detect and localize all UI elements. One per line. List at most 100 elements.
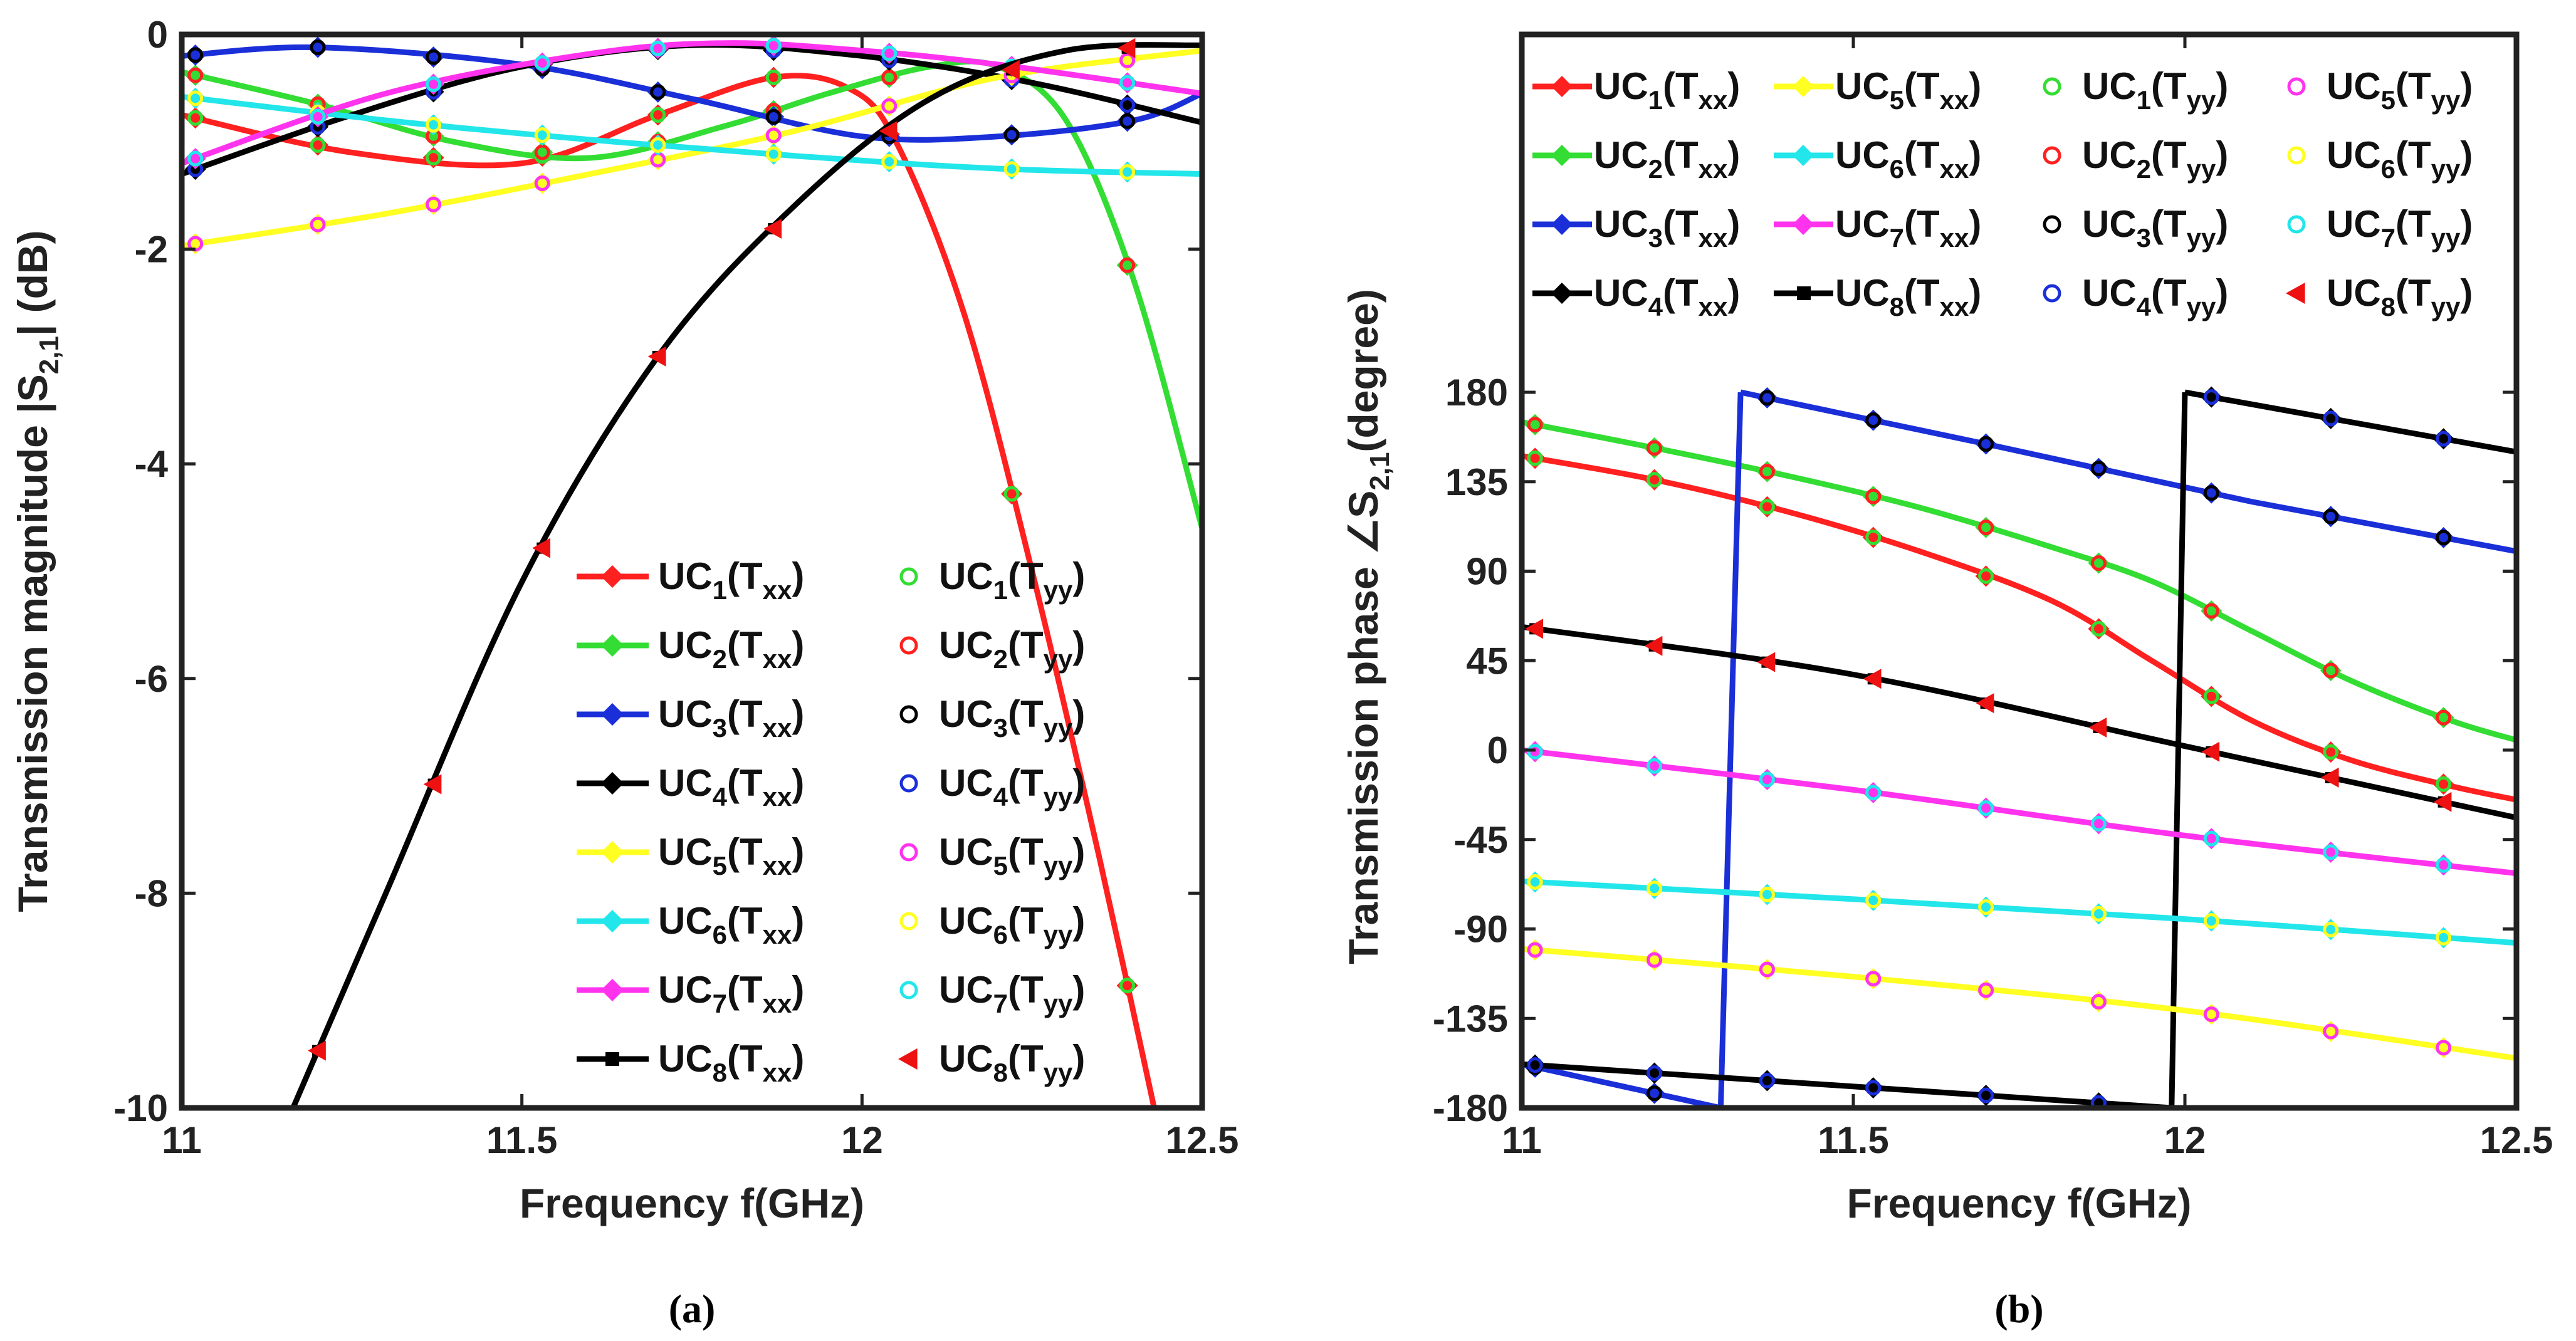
panel-b-caption: (b) [1994, 1286, 2043, 1331]
marker-uc4-tyy [1527, 1057, 1543, 1073]
marker-uc8-tyy [1976, 693, 1994, 714]
marker-uc4-tyy [1865, 1080, 1882, 1096]
panel-b-ylabel-sub: 2,1 [1364, 452, 1395, 491]
legend-label-uc2-txx: UC2(Txx) [658, 624, 804, 674]
marker-uc8-tyy [2088, 717, 2107, 738]
marker-uc6-tyy [187, 90, 204, 107]
marker-uc7-tyy [2436, 857, 2452, 873]
legend-label-uc8-txx: UC8(Txx) [658, 1038, 804, 1087]
marker-uc6-tyy [426, 117, 442, 133]
marker-uc4-tyy [1119, 97, 1136, 113]
legend-marker [2286, 283, 2305, 304]
series-uc3 [1522, 387, 2516, 1108]
series-uc4 [1522, 386, 2516, 1108]
marker-uc6-tyy [1978, 899, 1994, 916]
legend-label-uc4-txx: UC4(Txx) [658, 762, 804, 811]
panel-a-ylabel-main: Transmission magnitude |S [9, 374, 57, 912]
y-tick-label: -10 [113, 1087, 168, 1129]
marker-uc4-tyy [1978, 1087, 1994, 1104]
marker-uc3-tyy [2436, 530, 2452, 546]
marker-uc8-tyy [532, 538, 551, 558]
series-line-uc1 [1522, 453, 2516, 803]
marker-uc2-tyy [534, 144, 550, 160]
legend-marker [899, 774, 918, 793]
marker-uc5-tyy [1865, 971, 1882, 987]
legend-marker [899, 636, 918, 655]
marker-uc1-tyy [2203, 688, 2219, 704]
panel-a-series [182, 34, 1202, 1108]
panel-b-x-axis-label: Frequency f(GHz) [1846, 1180, 2191, 1226]
marker-uc3-tyy [1759, 390, 1775, 406]
series-line-uc3 [182, 44, 1202, 143]
series-uc1 [1522, 447, 2516, 803]
marker-uc4-tyy [2323, 410, 2339, 427]
legend-label-uc6-txx: UC6(Txx) [658, 900, 804, 949]
marker-uc2-tyy [1119, 257, 1136, 273]
legend-row-uc2: UC2(Txx) UC2(Tyy) [577, 624, 1085, 674]
marker-uc7-tyy [310, 108, 326, 125]
marker-uc5-tyy [2203, 1006, 2219, 1023]
marker-uc5-tyy [2323, 1023, 2339, 1040]
legend-row-uc5: UC5(Txx) UC5(Tyy) [577, 831, 1085, 880]
y-tick-label: 90 [1466, 551, 1508, 593]
marker-uc6-tyy [2090, 905, 2107, 922]
marker-uc1-tyy [426, 150, 442, 166]
legend-label-uc4-txx: UC4(Txx) [1594, 272, 1740, 321]
marker-uc5-tyy [1978, 982, 1994, 998]
marker-uc1-tyy [187, 110, 204, 126]
marker-uc3-tyy [1003, 127, 1020, 143]
y-tick-label: -8 [135, 872, 168, 914]
marker-uc2-tyy [2323, 662, 2339, 679]
marker-uc8-tyy [879, 121, 898, 142]
legend-marker [1793, 76, 1814, 97]
panel-b-legend: UC1(Txx) UC5(Txx) UC1(Tyy) UC5(Tyy) UC2(Txx)… [1532, 65, 2473, 321]
legend-marker [601, 841, 624, 864]
legend-row-1: UC1(Txx) UC5(Txx) UC1(Tyy) UC5(Tyy) [1532, 65, 2473, 115]
legend-label-uc2-tyy: UC2(Tyy) [2082, 134, 2228, 184]
panel-b-axes-box [1519, 31, 2520, 1111]
marker-uc5-tyy [426, 196, 442, 212]
series-line-uc7 [1522, 747, 2516, 877]
marker-uc6-tyy [1647, 880, 1663, 897]
marker-uc7-tyy [2090, 815, 2107, 832]
legend-label-uc1-tyy: UC1(Tyy) [2082, 65, 2228, 115]
marker-uc7-tyy [1978, 800, 1994, 817]
marker-uc2-tyy [1759, 464, 1775, 480]
marker-uc4-tyy [1647, 1065, 1663, 1081]
marker-uc8-tyy [647, 346, 666, 367]
marker-uc1-tyy [1865, 530, 1882, 546]
y-tick-label: -45 [1453, 819, 1508, 861]
marker-uc1-tyy [1119, 978, 1136, 994]
x-tick-label: 11.5 [486, 1119, 557, 1161]
y-tick-label: -135 [1433, 998, 1508, 1040]
legend-label-uc5-txx: UC5(Txx) [658, 831, 804, 880]
panel-a: 11 11.5 12 12.5 0 -2 -4 -6 -8 -10 Frequency f(GHz… [9, 14, 1238, 1331]
x-tick-label: 12 [841, 1119, 883, 1161]
series-uc5 [1522, 939, 2516, 1062]
legend-marker [898, 1048, 918, 1070]
marker-uc1-tyy [1527, 450, 1543, 466]
marker-uc6-tyy [1527, 874, 1543, 890]
marker-uc7-tyy [1759, 771, 1775, 788]
legend-label-uc8-txx: UC8(Txx) [1835, 272, 1981, 321]
marker-uc8-tyy [2433, 791, 2452, 812]
x-tick-label: 11 [162, 1119, 201, 1161]
legend-label-uc3-txx: UC3(Txx) [658, 693, 804, 743]
legend-marker [1793, 145, 1814, 166]
legend-label-uc3-tyy: UC3(Tyy) [939, 693, 1085, 743]
marker-uc3-tyy [765, 109, 782, 125]
marker-uc8-tyy [423, 774, 442, 795]
series-line-uc4 [2169, 392, 2188, 1108]
marker-uc1-tyy [650, 107, 666, 123]
marker-uc4-tyy [2090, 1095, 2107, 1108]
series-line-uc4 [1522, 1061, 2172, 1108]
marker-uc1-tyy [2323, 744, 2339, 760]
marker-uc1-tyy [1978, 568, 1994, 584]
legend-marker [1551, 214, 1573, 235]
series-line-uc6 [1522, 878, 2516, 946]
legend-marker [899, 843, 918, 862]
series-line-uc3 [1740, 389, 2516, 555]
marker-uc6-tyy [1865, 892, 1882, 909]
legend-row-uc6: UC6(Txx) UC6(Tyy) [577, 900, 1085, 949]
legend-row-2: UC2(Txx) UC6(Txx) UC2(Tyy) UC6(Tyy) [1532, 134, 2473, 184]
